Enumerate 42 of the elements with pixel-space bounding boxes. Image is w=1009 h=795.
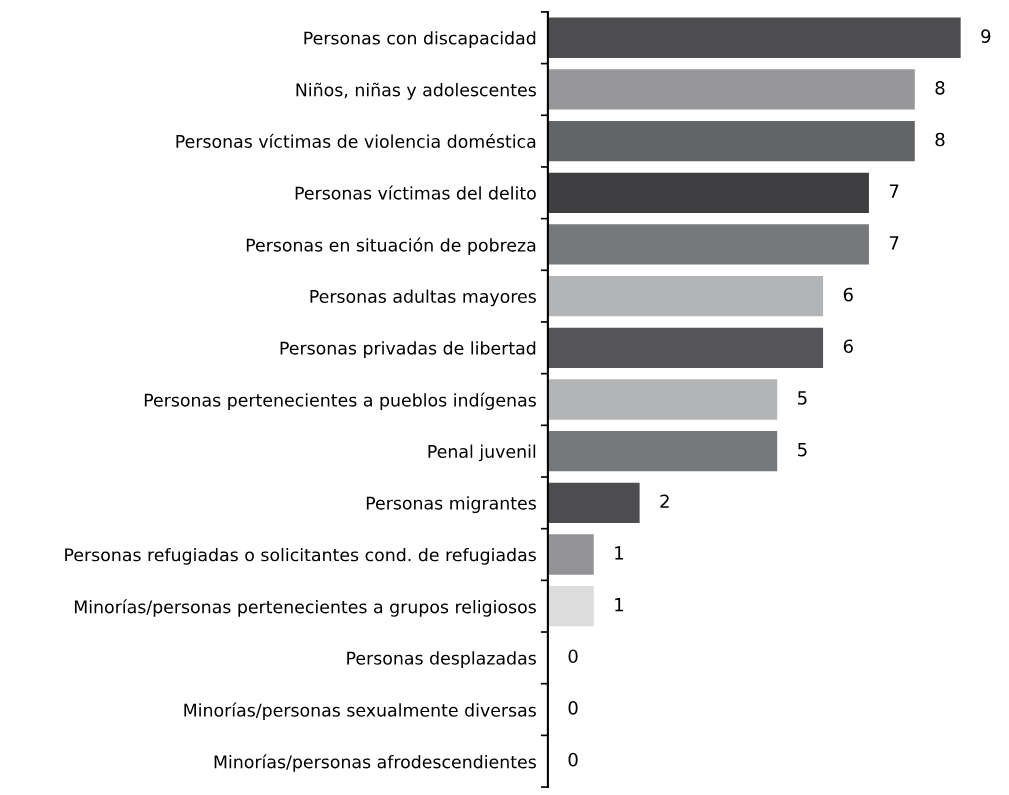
data-label: 8 xyxy=(935,132,945,147)
data-label: 8 xyxy=(935,81,945,95)
data-label: 6 xyxy=(843,287,853,302)
data-label: 7 xyxy=(889,236,899,250)
bar xyxy=(547,69,915,110)
data-label: 0 xyxy=(568,701,578,715)
data-label: 0 xyxy=(568,752,578,767)
data-label: 7 xyxy=(889,184,899,198)
data-label: 2 xyxy=(660,494,669,508)
bar xyxy=(547,172,869,213)
bar xyxy=(547,586,594,627)
bar xyxy=(547,275,824,317)
y-tick-label: Personas con discapacidad xyxy=(304,31,536,48)
data-label: 1 xyxy=(615,598,624,612)
y-tick-label: Personas migrantes xyxy=(366,496,536,514)
bar xyxy=(547,17,961,58)
bar xyxy=(547,379,778,420)
y-tick-label: Personas desplazadas xyxy=(347,651,536,669)
y-tick-label: Personas víctimas de violencia doméstica xyxy=(176,133,536,148)
y-tick-label: Penal juvenil xyxy=(428,444,536,462)
bar xyxy=(547,482,640,523)
data-label: 5 xyxy=(798,442,807,457)
data-label: 1 xyxy=(615,546,624,560)
y-tick-label: Minorías/personas sexualmente diversas xyxy=(184,702,536,721)
bar xyxy=(547,224,869,265)
y-tick-label: Minorías/personas pertenecientes a grupos religiosos xyxy=(74,599,536,617)
data-label: 6 xyxy=(843,339,853,354)
bar xyxy=(547,120,915,162)
data-label: 9 xyxy=(981,29,991,43)
y-tick-label: Personas víctimas del delito xyxy=(295,185,536,200)
bar xyxy=(547,534,594,575)
y-tick-label: Personas pertenecientes a pueblos indígenas xyxy=(144,392,536,411)
y-tick-label: Personas refugiadas o solicitantes cond. de refugiadas xyxy=(65,547,536,565)
y-tick-label: Niños, niñas y adolescentes xyxy=(296,82,536,100)
data-label: 5 xyxy=(798,391,807,405)
bar xyxy=(547,327,824,368)
y-tick-label: Personas privadas de libertad xyxy=(280,341,536,359)
data-label: 0 xyxy=(568,649,578,664)
y-tick-label: Personas adultas mayores xyxy=(310,289,536,307)
y-tick-label: Minorías/personas afrodescendientes xyxy=(214,754,536,772)
y-tick-label: Personas en situación de pobreza xyxy=(246,237,536,256)
bar xyxy=(547,431,778,472)
